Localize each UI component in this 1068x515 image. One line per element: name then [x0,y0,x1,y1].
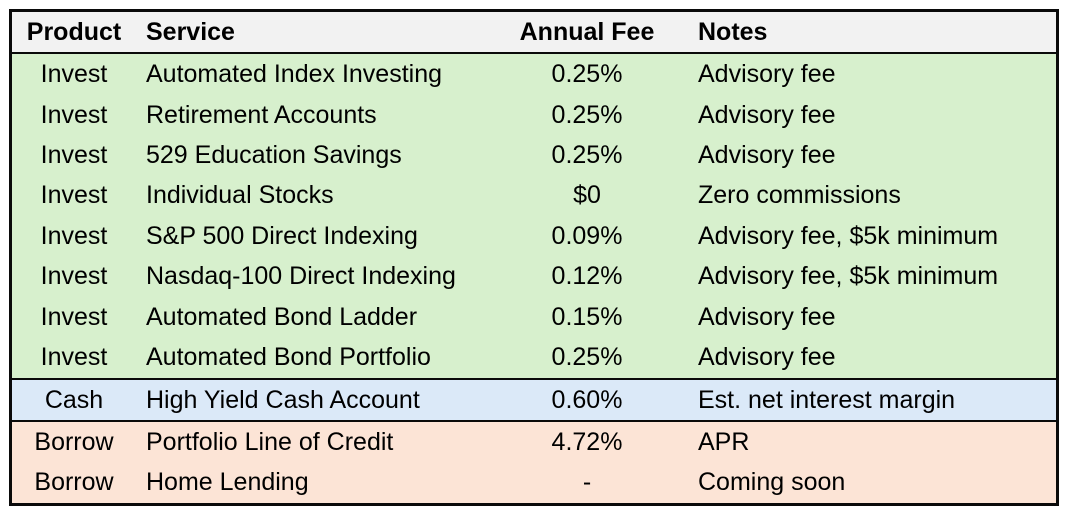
cell-notes: Advisory fee, $5k minimum [698,221,999,250]
cell-fee: 0.25% [551,140,623,169]
cell-fee: 4.72% [551,427,623,456]
cell-product: Invest [40,140,108,169]
cell-product: Invest [40,343,108,372]
cell-fee: 0.15% [551,302,623,331]
cell-fee: 0.60% [551,385,623,414]
cell-fee: 0.12% [551,262,623,291]
cell-notes: Advisory fee, $5k minimum [698,262,999,291]
table-row-retirement: Invest Retirement Accounts 0.25% Advisor… [12,94,1056,136]
table-row-line-of-credit: Borrow Portfolio Line of Credit 4.72% AP… [12,422,1056,463]
cell-service: Portfolio Line of Credit [146,427,394,456]
cell-service: Retirement Accounts [146,100,377,129]
cell-notes: APR [698,427,750,456]
cell-fee: 0.25% [551,100,623,129]
cell-product: Invest [40,181,108,210]
cell-fee: 0.25% [551,343,623,372]
cell-notes: Advisory fee [698,140,836,169]
header-product: Product [26,17,122,46]
table-row-home-lending: Borrow Home Lending - Coming soon [12,462,1056,504]
cell-fee: - [582,468,592,497]
table-row-sp500: Invest S&P 500 Direct Indexing 0.09% Adv… [12,216,1056,257]
cell-product: Invest [40,221,108,250]
cell-service: Individual Stocks [146,181,334,210]
table-row-stocks: Invest Individual Stocks $0 Zero commiss… [12,175,1056,217]
cell-service: Automated Index Investing [146,60,443,89]
cell-notes: Advisory fee [698,302,836,331]
cell-product: Invest [40,302,108,331]
header-service: Service [146,17,235,46]
header-annual-fee: Annual Fee [519,17,655,46]
cell-service: S&P 500 Direct Indexing [146,221,418,250]
table-row-invest-index: Invest Automated Index Investing 0.25% A… [12,54,1056,95]
table-header-row: Product Service Annual Fee Notes [12,12,1056,55]
cell-fee: $0 [573,181,601,210]
cell-notes: Coming soon [698,468,846,497]
cell-notes: Advisory fee [698,60,836,89]
cell-service: Nasdaq-100 Direct Indexing [146,262,456,291]
cell-product: Invest [40,100,108,129]
cell-service: Automated Bond Portfolio [146,343,431,372]
cell-service: Automated Bond Ladder [146,302,418,331]
cell-notes: Est. net interest margin [698,385,956,414]
cell-notes: Zero commissions [698,181,901,210]
cell-product: Invest [40,60,108,89]
table-row-bond-ladder: Invest Automated Bond Ladder 0.15% Advis… [12,296,1056,338]
cell-service: Home Lending [146,468,309,497]
cell-notes: Advisory fee [698,343,836,372]
cell-product: Invest [40,262,108,291]
table-row-cash-account: Cash High Yield Cash Account 0.60% Est. … [12,377,1056,423]
cell-product: Borrow [34,468,114,497]
cell-fee: 0.25% [551,60,623,89]
cell-product: Borrow [34,427,114,456]
header-notes: Notes [698,17,768,46]
table-row-bond-portfolio: Invest Automated Bond Portfolio 0.25% Ad… [12,337,1056,378]
cell-fee: 0.09% [551,221,623,250]
cell-service: High Yield Cash Account [146,385,420,414]
cell-service: 529 Education Savings [146,140,402,169]
cell-product: Cash [44,385,104,414]
table-row-nasdaq100: Invest Nasdaq-100 Direct Indexing 0.12% … [12,256,1056,297]
cell-notes: Advisory fee [698,100,836,129]
table-row-529: Invest 529 Education Savings 0.25% Advis… [12,135,1056,176]
pricing-table: Product Service Annual Fee Notes Invest … [9,9,1059,506]
